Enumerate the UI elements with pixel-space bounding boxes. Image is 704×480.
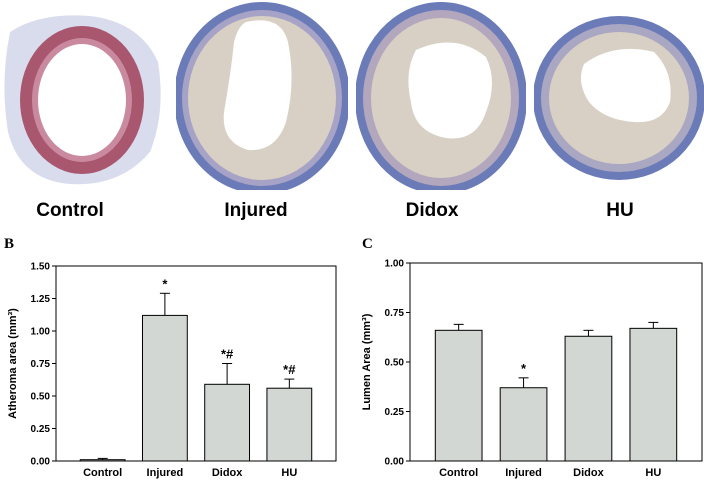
y-tick-label: 0.50 xyxy=(385,358,405,369)
y-tick-label: 0.00 xyxy=(31,457,51,468)
category-label-hu: HU xyxy=(281,467,297,479)
category-label-injured: Injured xyxy=(147,467,184,479)
significance-marker: *# xyxy=(283,362,296,377)
micrograph-didox xyxy=(356,2,526,190)
significance-marker: * xyxy=(521,361,527,376)
micrograph-injured xyxy=(176,2,348,190)
bar-didox xyxy=(204,383,251,462)
micrograph-label-hu: HU xyxy=(606,200,634,221)
y-tick-label: 1.50 xyxy=(31,262,51,273)
y-tick-label: 0.25 xyxy=(385,407,405,418)
bar-injured xyxy=(141,314,188,462)
y-tick-label: 0.50 xyxy=(31,392,51,403)
y-axis-label: Lumen Area (mm³) xyxy=(361,313,373,410)
y-tick-label: 0.00 xyxy=(385,457,405,468)
y-tick-label: 0.25 xyxy=(31,424,51,435)
y-tick-label: 1.25 xyxy=(31,294,51,305)
category-label-didox: Didox xyxy=(573,467,604,479)
micrograph-label-injured: Injured xyxy=(224,200,288,221)
bar-control xyxy=(79,459,126,462)
micrograph-control xyxy=(0,2,168,190)
significance-marker: * xyxy=(162,276,168,291)
category-label-injured: Injured xyxy=(505,467,542,479)
bar-injured xyxy=(499,387,548,462)
bar-control xyxy=(434,329,483,462)
micrograph-label-control: Control xyxy=(36,200,104,221)
atheroma-area-chart: 0.00 0.25 0.50 0.75 1.00 1.25 1.50 Atheroma are… xyxy=(7,262,337,479)
bar-hu xyxy=(266,387,313,462)
category-label-control: Control xyxy=(83,467,122,479)
y-tick-label: 0.75 xyxy=(385,308,405,319)
category-label-hu: HU xyxy=(645,467,661,479)
y-tick-label: 0.75 xyxy=(31,359,51,370)
micrograph-hu xyxy=(534,2,704,190)
lumen-area-chart: 0.00 0.25 0.50 0.75 1.00 Lumen Area (mm³) Cont… xyxy=(361,259,703,479)
category-label-didox: Didox xyxy=(212,467,243,479)
panel-letter-c: C xyxy=(362,236,373,252)
y-tick-label: 1.00 xyxy=(385,259,405,270)
y-tick-label: 1.00 xyxy=(31,327,51,338)
micrograph-label-didox: Didox xyxy=(405,200,459,221)
category-label-control: Control xyxy=(439,467,478,479)
significance-marker: *# xyxy=(221,347,234,362)
bar-hu xyxy=(629,327,678,462)
y-axis-label: Atheroma area (mm³) xyxy=(7,308,19,419)
bar-didox xyxy=(564,335,613,462)
panel-letter-b: B xyxy=(4,236,15,252)
